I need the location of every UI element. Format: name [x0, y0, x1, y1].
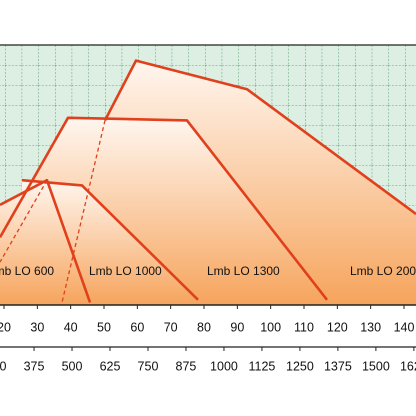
x2-tick-label: 625 — [100, 359, 121, 373]
x2-tick-label: 250 — [0, 359, 7, 373]
x2-tick-label: 1250 — [286, 359, 314, 373]
x-tick-label: 130 — [360, 320, 381, 334]
x-tick-label: 120 — [327, 320, 348, 334]
x-tick-label: 140 — [394, 320, 415, 334]
x-tick-label: 110 — [294, 320, 314, 334]
field-outline — [0, 178, 92, 303]
series-label: Lmb LO 1300 — [207, 264, 280, 278]
x2-tick-label: 750 — [138, 359, 159, 373]
x2-tick-label: 875 — [176, 359, 197, 373]
x-tick-label: 70 — [164, 320, 178, 334]
x2-tick-label: 1625 — [400, 359, 416, 373]
x2-tick-label: 1000 — [210, 359, 238, 373]
series-label: Lmb LO 2000 — [350, 264, 416, 278]
dashed-line — [0, 179, 48, 263]
plot-layers: Lmb LO 2000 Lmb LO 1300 Lmb LO 1000 Lmb LO … — [0, 59, 416, 305]
x-tick-label: 80 — [197, 320, 211, 334]
x2-tick-label: 500 — [62, 359, 83, 373]
area-fill — [0, 180, 90, 305]
x2-tick-label: 1500 — [362, 359, 390, 373]
x-tick-label: 50 — [97, 320, 111, 334]
x-tick-label: 40 — [64, 320, 78, 334]
dashed-line — [61, 120, 106, 303]
x-tick-label: 30 — [30, 320, 44, 334]
x-tick-label: 100 — [260, 320, 281, 334]
x-tick-label: 90 — [230, 320, 244, 334]
field-outline — [0, 116, 329, 301]
x-tick-label: 60 — [130, 320, 144, 334]
field-outline — [103, 59, 416, 216]
x-tick-label: 20 — [0, 320, 11, 334]
x2-tick-label: 375 — [24, 359, 45, 373]
series-label: Lmb LO 600 — [0, 264, 54, 278]
series-label: Lmb LO 1000 — [89, 264, 162, 278]
x2-tick-label: 1375 — [324, 359, 352, 373]
x2-tick-label: 1125 — [248, 359, 275, 373]
